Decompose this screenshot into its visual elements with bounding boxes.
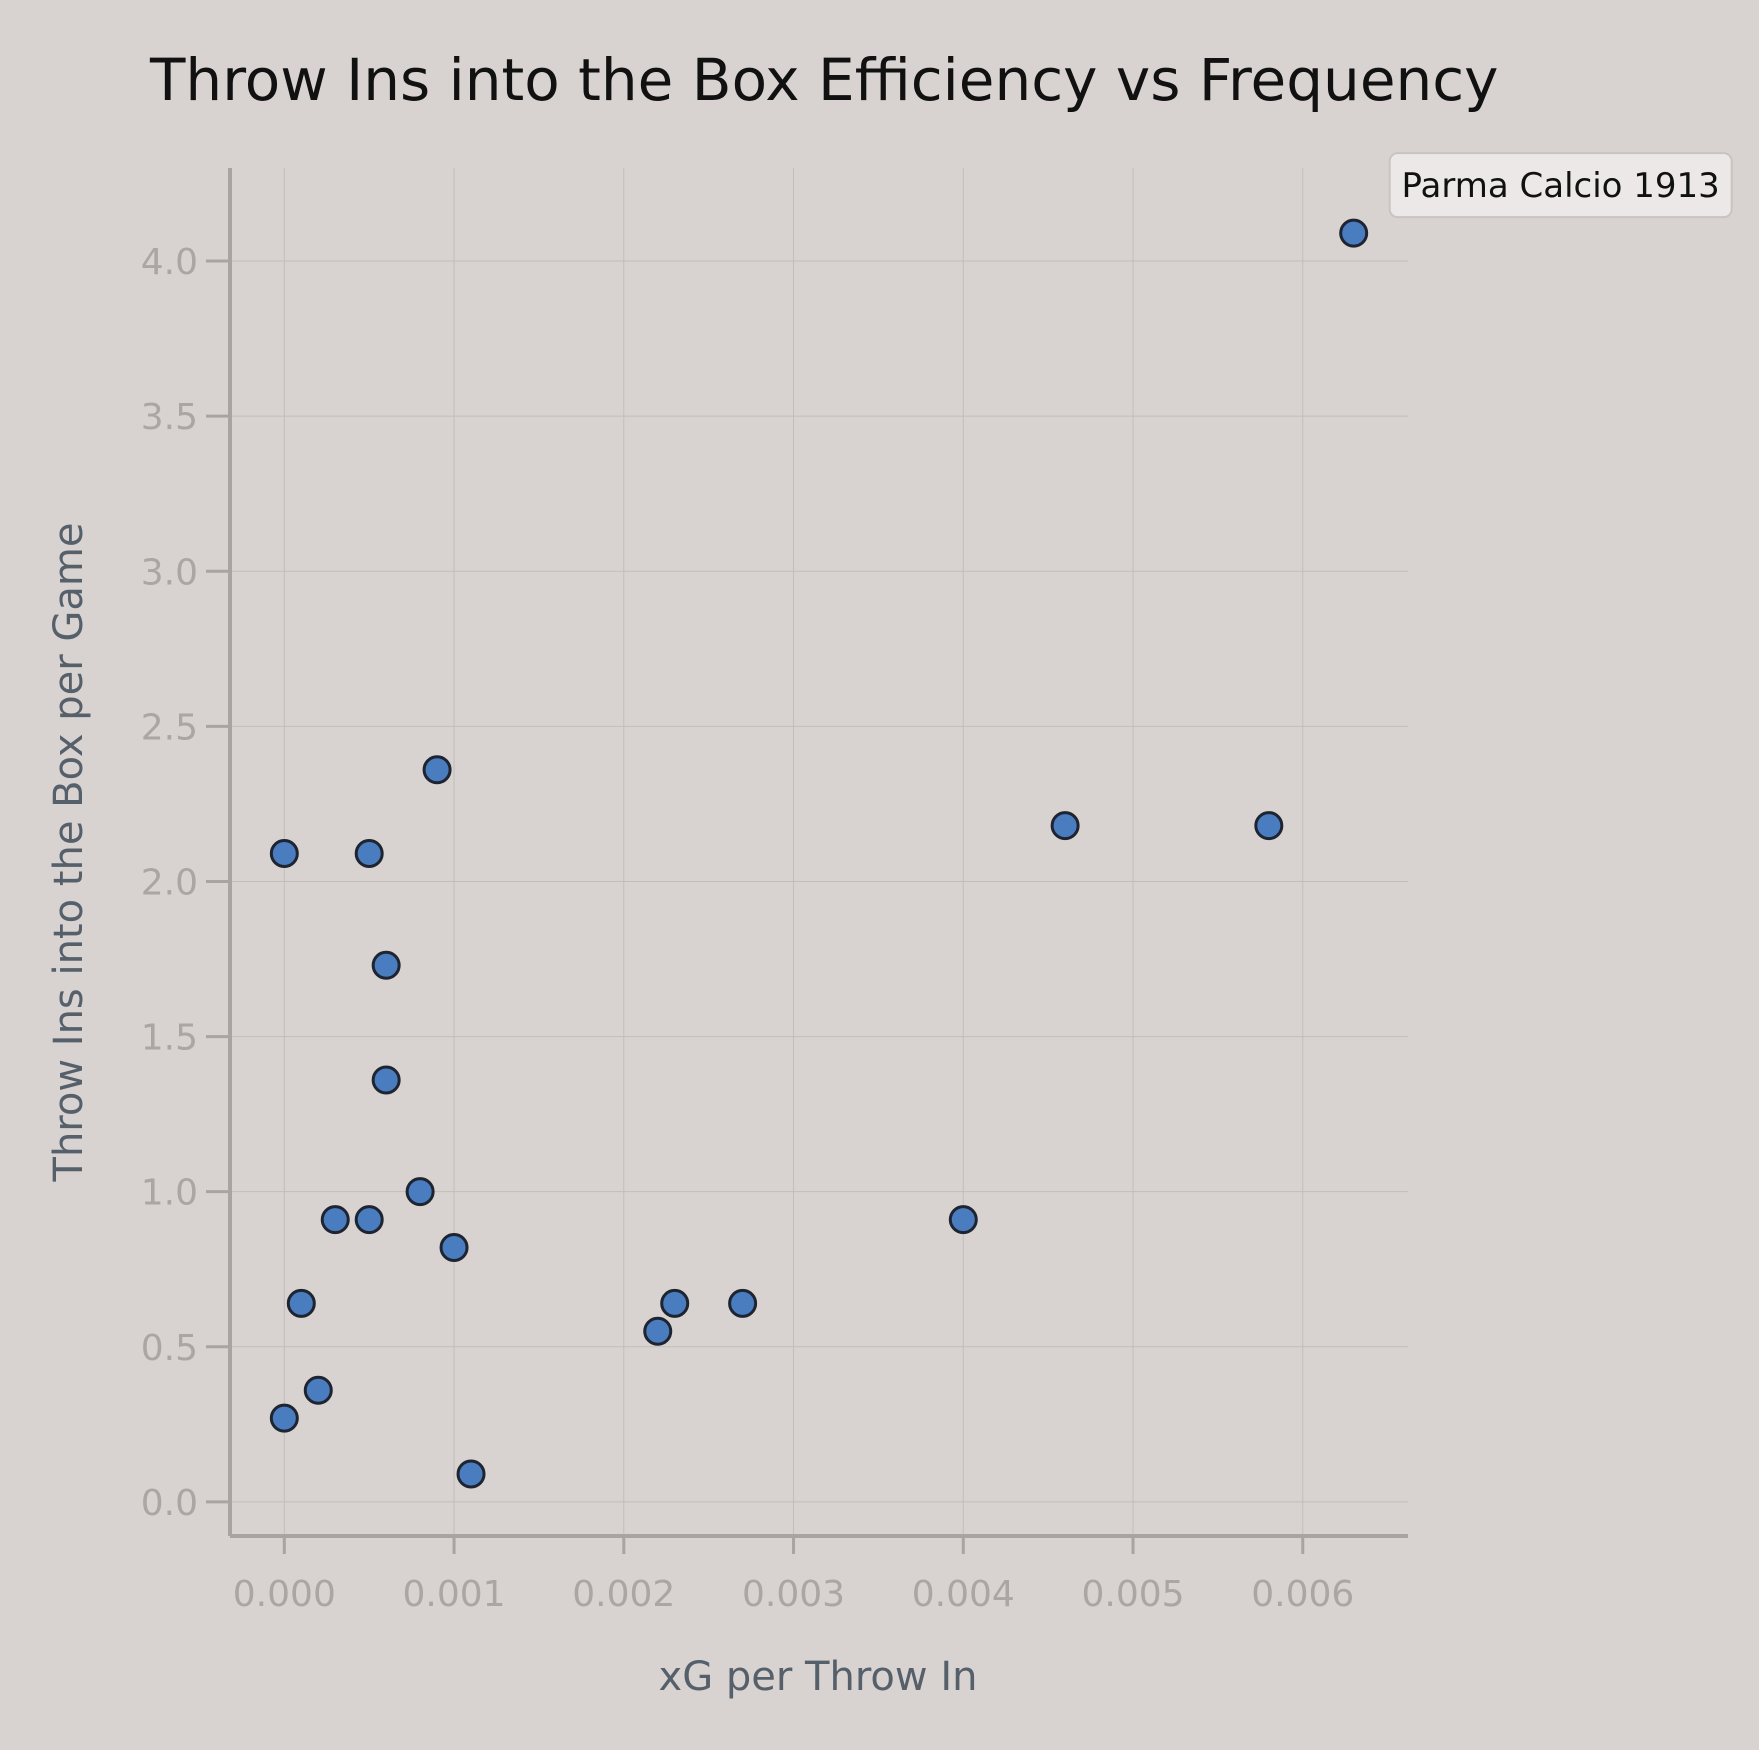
scatter-point (354, 839, 384, 869)
y-tick-label: 1.0 (141, 1173, 198, 1214)
scatter-point (371, 950, 401, 980)
scatter-point (1339, 218, 1369, 248)
scatter-point (439, 1233, 469, 1263)
scatter-point (660, 1288, 690, 1318)
annotation-label: Parma Calcio 1913 (1402, 166, 1720, 206)
scatter-point (354, 1205, 384, 1235)
x-tick-label: 0.001 (403, 1574, 506, 1615)
axes-spines (228, 168, 1408, 1538)
y-tick-label: 0.5 (141, 1328, 198, 1369)
scatter-point (303, 1375, 333, 1405)
y-tick-label: 4.0 (141, 242, 198, 283)
x-axis-label: xG per Throw In (659, 1654, 978, 1700)
scatter-point (371, 1065, 401, 1095)
scatter-point (405, 1177, 435, 1207)
scatter-point (1254, 811, 1284, 841)
scatter-point (269, 1403, 299, 1433)
annotations: Parma Calcio 1913 (1388, 152, 1733, 219)
scatter-point (456, 1459, 486, 1489)
annotation-box (1388, 152, 1733, 219)
scatter-point (269, 839, 299, 869)
y-tick-label: 0.0 (141, 1483, 198, 1524)
x-tick-label: 0.003 (742, 1574, 845, 1615)
x-tick-label: 0.006 (1251, 1574, 1354, 1615)
scatter-point (422, 755, 452, 785)
grid (230, 168, 1408, 1536)
x-axis-ticks: 0.000 0.001 0.002 0.003 0.004 0.005 0.006 (233, 1536, 1354, 1615)
x-tick-label: 0.004 (912, 1574, 1015, 1615)
scatter-point (286, 1288, 316, 1318)
scatter-point (1050, 811, 1080, 841)
y-tick-label: 2.0 (141, 862, 198, 903)
y-tick-label: 2.5 (141, 707, 198, 748)
y-tick-label: 1.5 (141, 1018, 198, 1059)
x-tick-label: 0.005 (1081, 1574, 1184, 1615)
x-tick-label: 0.002 (572, 1574, 675, 1615)
scatter-point (643, 1316, 673, 1346)
scatter-point (948, 1205, 978, 1235)
scatter-point (320, 1205, 350, 1235)
chart-title: Throw Ins into the Box Efficiency vs Fre… (149, 46, 1498, 114)
scatter-point (728, 1288, 758, 1318)
x-tick-label: 0.000 (233, 1574, 336, 1615)
y-tick-label: 3.0 (141, 552, 198, 593)
y-axis-label: Throw Ins into the Box per Game (46, 523, 92, 1183)
data-points (269, 218, 1369, 1489)
y-axis-ticks: 0.0 0.5 1.0 1.5 2.0 2.5 3.0 3.5 4.0 (141, 242, 230, 1524)
y-tick-label: 3.5 (141, 397, 198, 438)
